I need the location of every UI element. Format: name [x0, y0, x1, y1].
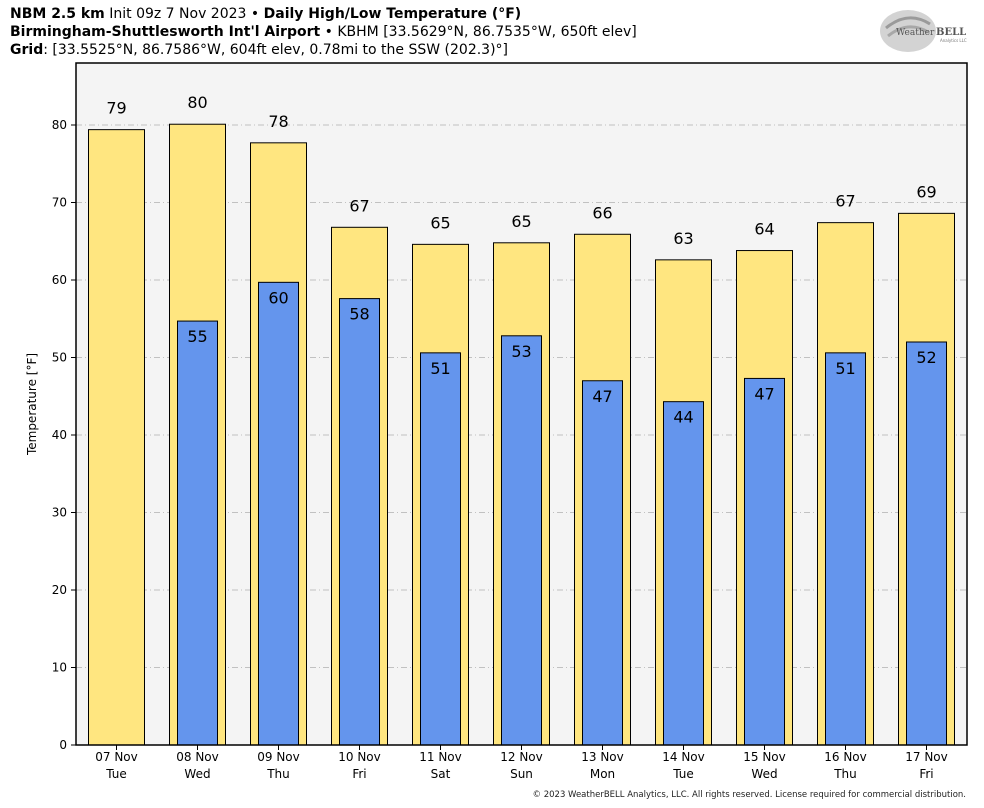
y-tick-label: 40	[52, 428, 67, 442]
x-tick-date: 14 Nov	[662, 750, 705, 764]
weatherbell-logo: Weather BELL Analytics LLC	[880, 10, 967, 52]
x-tick-day: Wed	[184, 767, 210, 781]
x-tick-day: Wed	[751, 767, 777, 781]
x-tick-date: 16 Nov	[824, 750, 867, 764]
low-temp-bar	[501, 335, 542, 746]
low-temp-bar	[339, 298, 380, 746]
low-temp-bar	[906, 341, 947, 746]
low-temp-label: 58	[349, 305, 369, 324]
x-tick-day: Tue	[672, 767, 694, 781]
x-tick-date: 12 Nov	[500, 750, 543, 764]
high-temp-label: 78	[268, 112, 288, 131]
y-tick-label: 50	[52, 351, 67, 365]
y-tick-label: 10	[52, 661, 67, 675]
low-temp-label: 60	[268, 288, 288, 307]
logo-text-b: BELL	[936, 27, 966, 38]
y-tick-label: 80	[52, 118, 67, 132]
low-temp-label: 55	[187, 327, 207, 346]
x-tick-day: Fri	[352, 767, 366, 781]
high-temp-label: 67	[349, 196, 369, 215]
low-temp-bar	[744, 377, 785, 746]
x-tick-date: 13 Nov	[581, 750, 624, 764]
grid-info: : [33.5525°N, 86.7586°W, 604ft elev, 0.7…	[43, 42, 509, 58]
high-temp-label: 80	[187, 93, 207, 112]
x-tick-date: 09 Nov	[257, 750, 300, 764]
y-tick-label: 20	[52, 583, 67, 597]
logo-text-a: Weather	[896, 28, 935, 38]
grid-label: Grid	[10, 42, 44, 58]
station-name: Birmingham-Shuttlesworth Int'l Airport	[10, 24, 321, 40]
low-temp-bar	[420, 352, 461, 746]
separator: •	[324, 24, 333, 40]
high-temp-label: 65	[430, 213, 450, 232]
x-axis: 07 Nov Tue 08 Nov Wed 09 Nov Thu 10 Nov Fri 11 N…	[95, 745, 948, 781]
header-line-2: Birmingham-Shuttlesworth Int'l Airport •…	[10, 23, 637, 41]
x-tick-date: 15 Nov	[743, 750, 786, 764]
x-tick-day: Thu	[833, 767, 857, 781]
station-info: KBHM [33.5629°N, 86.7535°W, 650ft elev]	[337, 24, 637, 40]
header-line-3: Grid: [33.5525°N, 86.7586°W, 604ft elev,…	[10, 41, 637, 59]
low-temp-label: 51	[835, 359, 855, 378]
low-temp-bar	[177, 320, 218, 746]
header-line-1: NBM 2.5 km Init 09z 7 Nov 2023 • Daily H…	[10, 5, 637, 23]
low-temp-bar	[582, 380, 623, 746]
high-temp-label: 79	[106, 99, 126, 118]
high-temp-label: 65	[511, 212, 531, 231]
x-tick-day: Fri	[919, 767, 933, 781]
high-temp-label: 64	[754, 220, 774, 239]
high-temp-label: 63	[673, 229, 693, 248]
low-temp-label: 47	[592, 387, 612, 406]
x-tick-date: 17 Nov	[905, 750, 948, 764]
separator: •	[250, 6, 260, 22]
x-tick-day: Sun	[510, 767, 533, 781]
low-temp-label: 51	[430, 359, 450, 378]
high-temp-label: 69	[916, 182, 936, 201]
x-tick-date: 11 Nov	[419, 750, 462, 764]
x-tick-date: 08 Nov	[176, 750, 219, 764]
value-labels: 79 80 55 78 60 67 58 65 51 65 53 66 47 63 44 64 47 67 51 69…	[106, 93, 936, 426]
y-axis-label: Temperature [°F]	[25, 353, 39, 456]
x-tick-date: 07 Nov	[95, 750, 138, 764]
high-temp-bar	[88, 129, 145, 746]
low-temp-bar	[258, 281, 299, 746]
y-tick-label: 0	[59, 738, 67, 752]
x-tick-day: Thu	[266, 767, 290, 781]
model-name: NBM 2.5 km	[10, 6, 105, 22]
low-temp-bar	[663, 401, 704, 746]
copyright-notice: © 2023 WeatherBELL Analytics, LLC. All r…	[532, 790, 966, 800]
y-tick-label: 30	[52, 506, 67, 520]
high-temp-label: 67	[835, 192, 855, 211]
chart-title: Daily High/Low Temperature (°F)	[263, 6, 522, 22]
y-tick-label: 70	[52, 196, 67, 210]
x-tick-day: Sat	[431, 767, 451, 781]
bars	[88, 123, 955, 746]
high-temp-label: 66	[592, 203, 612, 222]
chart-header: NBM 2.5 km Init 09z 7 Nov 2023 • Daily H…	[10, 5, 637, 59]
low-temp-label: 52	[916, 348, 936, 367]
x-tick-day: Tue	[105, 767, 127, 781]
logo-sub: Analytics LLC	[940, 38, 967, 43]
low-temp-bar	[825, 352, 866, 746]
low-temp-label: 53	[511, 342, 531, 361]
x-tick-date: 10 Nov	[338, 750, 381, 764]
low-temp-label: 47	[754, 384, 774, 403]
y-axis: 0 10 20 30 40 50 60 70 80	[52, 118, 76, 752]
y-tick-label: 60	[52, 273, 67, 287]
low-temp-label: 44	[673, 408, 693, 427]
x-tick-day: Mon	[590, 767, 615, 781]
init-time: Init 09z 7 Nov 2023	[109, 6, 247, 22]
